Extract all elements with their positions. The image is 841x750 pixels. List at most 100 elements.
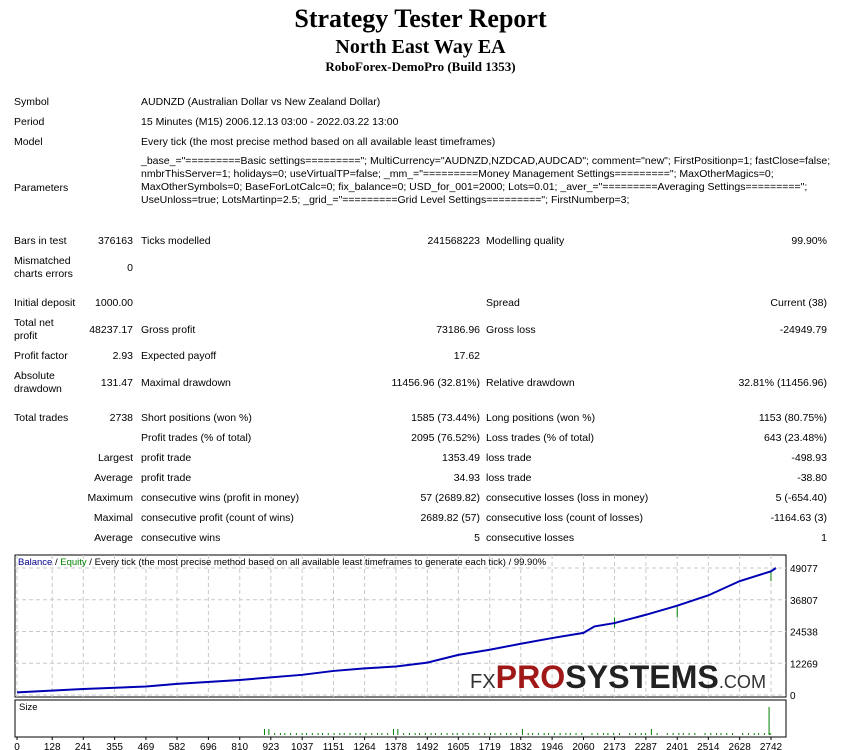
stat-mcw: 57 (2689.82)	[420, 492, 480, 504]
x-tick-label: 696	[200, 742, 217, 750]
x-tick-label: 128	[44, 742, 61, 750]
stat-al-label: loss trade	[486, 472, 532, 484]
stat-rel-dd: 32.81% (11456.96)	[738, 377, 827, 389]
stat-mclo: -1164.63 (3)	[770, 512, 827, 524]
stat-trades: 2738	[109, 412, 133, 424]
stat-long-label: Long positions (won %)	[486, 412, 596, 424]
stat-lp-label: profit trade	[141, 452, 192, 464]
stat-abs-dd-label1: Absolute	[14, 370, 55, 382]
x-tick-label: 355	[106, 742, 123, 750]
stat-short-label: Short positions (won %)	[141, 412, 252, 424]
stat-acw: 5	[474, 532, 480, 544]
stat-ll-label: loss trade	[486, 452, 532, 464]
x-tick-label: 2401	[666, 742, 689, 750]
stat-max-dd: 11456.96 (32.81%)	[391, 377, 480, 389]
watermark-logo: FXPROSYSTEMS.COM	[470, 659, 766, 695]
x-tick-label: 1832	[510, 742, 533, 750]
stat-max-dd-label: Maximal drawdown	[141, 377, 231, 389]
stat-pf: 2.93	[112, 350, 133, 362]
x-tick-label: 1378	[385, 742, 408, 750]
legend-sep: /	[52, 557, 60, 568]
stat-deposit: 1000.00	[95, 297, 133, 309]
stat-net-label2: profit	[14, 330, 38, 342]
stat-acw-label: consecutive wins	[141, 532, 221, 544]
model-label: Model	[14, 136, 43, 148]
x-tick-label: 241	[75, 742, 92, 750]
x-tick-label: 1037	[291, 742, 314, 750]
stat-pt: 2095 (76.52%)	[411, 432, 480, 444]
legend-rest: / Every tick (the most precise method ba…	[87, 557, 547, 568]
stat-deposit-label: Initial deposit	[14, 297, 76, 309]
x-tick-label: 0	[14, 742, 20, 750]
stat-ll: -498.93	[791, 452, 827, 464]
stat-maximum: Maximum	[87, 492, 133, 504]
legend-equity: Equity	[60, 557, 87, 568]
size-label: Size	[19, 702, 37, 713]
stat-gross-loss-label: Gross loss	[486, 324, 536, 336]
stat-gross-loss: -24949.79	[779, 324, 827, 336]
period-value: 15 Minutes (M15) 2006.12.13 03:00 - 2022…	[141, 116, 399, 128]
x-tick-label: 1151	[323, 742, 345, 750]
size-frame	[14, 699, 787, 738]
stat-maximal: Maximal	[93, 512, 133, 524]
stat-lp: 1353.49	[442, 452, 480, 464]
stat-bars: 376163	[97, 235, 133, 247]
x-tick-label: 2287	[635, 742, 658, 750]
stat-net: 48237.17	[89, 324, 133, 336]
stat-rel-dd-label: Relative drawdown	[486, 377, 575, 389]
stat-mcl-label: consecutive losses (loss in money)	[486, 492, 649, 504]
stat-pf-label: Profit factor	[14, 350, 68, 362]
x-tick-label: 2628	[729, 742, 752, 750]
report-title: Strategy Tester Report	[294, 4, 547, 33]
model-value: Every tick (the most precise method base…	[141, 136, 496, 148]
balance-line	[16, 567, 777, 694]
stat-mismatch-label2: charts errors	[14, 268, 73, 280]
stat-mcp: 2689.82 (57)	[420, 512, 480, 524]
stat-lt: 643 (23.48%)	[763, 432, 827, 444]
stat-ticks-label: Ticks modelled	[141, 235, 211, 247]
y-tick-label: 36807	[790, 596, 818, 607]
plot-frame	[14, 554, 787, 698]
legend-balance: Balance	[18, 557, 52, 568]
stat-quality-label: Modelling quality	[486, 235, 565, 247]
x-tick-label: 1719	[479, 742, 502, 750]
x-tick-label: 810	[231, 742, 248, 750]
parameters-value: _base_="=========Basic settings=========…	[141, 155, 831, 206]
stat-short: 1585 (73.44%)	[411, 412, 480, 424]
stat-ep: 17.62	[453, 350, 480, 362]
x-tick-label: 1946	[541, 742, 564, 750]
stat-abs-dd-label2: drawdown	[14, 383, 62, 395]
y-tick-label: 12269	[790, 659, 818, 670]
symbol-value: AUDNZD (Australian Dollar vs New Zealand…	[141, 96, 381, 108]
stat-ticks: 241568223	[427, 235, 480, 247]
x-tick-label: 2173	[603, 742, 626, 750]
x-tick-label: 1492	[416, 742, 439, 750]
stat-mcw-label: consecutive wins (profit in money)	[141, 492, 300, 504]
stat-ap-label: profit trade	[141, 472, 192, 484]
x-tick-label: 2514	[697, 742, 720, 750]
parameters-label: Parameters	[14, 182, 69, 194]
x-tick-label: 1264	[353, 742, 376, 750]
y-tick-label: 24538	[790, 628, 818, 639]
stat-mcl: 5 (-654.40)	[775, 492, 827, 504]
stat-mismatch-label1: Mismatched	[14, 255, 71, 267]
stat-largest: Largest	[97, 452, 133, 464]
x-tick-label: 1605	[447, 742, 470, 750]
stat-gross-profit: 73186.96	[436, 324, 480, 336]
stat-mismatch: 0	[127, 262, 133, 274]
stat-average2: Average	[94, 532, 133, 544]
stat-long: 1153 (80.75%)	[758, 412, 827, 424]
x-tick-label: 582	[169, 742, 186, 750]
stat-ep-label: Expected payoff	[141, 350, 217, 362]
x-tick-label: 469	[138, 742, 155, 750]
period-label: Period	[14, 116, 45, 128]
y-tick-label: 0	[790, 691, 796, 702]
x-tick-label: 923	[262, 742, 279, 750]
stat-mclo-label: consecutive loss (count of losses)	[486, 512, 643, 524]
stat-gross-profit-label: Gross profit	[141, 324, 196, 336]
stat-ap: 34.93	[453, 472, 480, 484]
y-tick-label: 49077	[790, 564, 818, 575]
stat-net-label1: Total net	[14, 317, 54, 329]
stat-acl: 1	[821, 532, 827, 544]
balance-chart: 49077 36807 24538 12269 0 0 128 241 355 469 582 696…	[14, 554, 818, 750]
